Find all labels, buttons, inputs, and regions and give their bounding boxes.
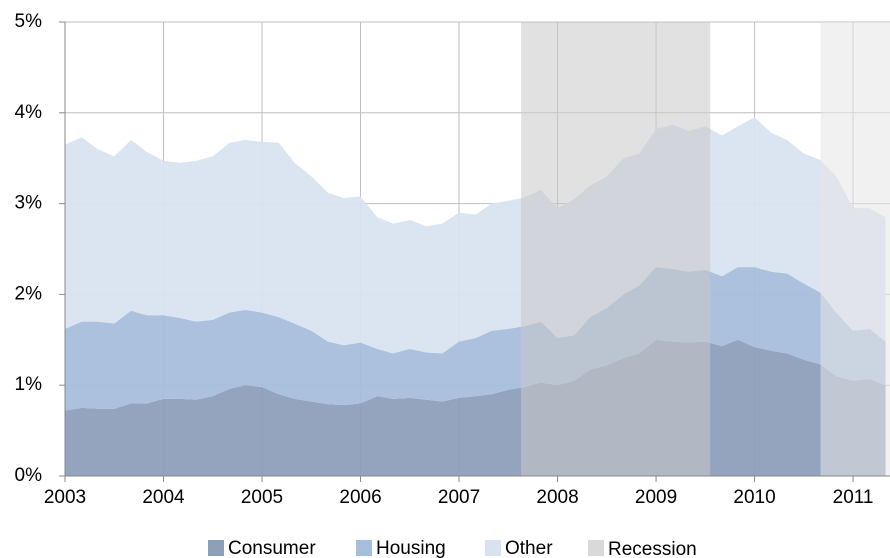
legend-label: Recession [608,539,697,558]
x-tick-label: 2006 [339,487,381,508]
legend-label: Consumer [228,538,316,558]
y-tick-label: 4% [15,102,43,123]
legend-swatch [356,540,372,556]
x-tick-label: 2011 [833,487,874,508]
y-tick-label: 0% [15,465,43,486]
legend-label: Housing [376,538,446,558]
recession-band [521,22,711,476]
x-tick-label: 2004 [142,487,185,508]
legend-label: Other [505,538,553,558]
x-tick-label: 2005 [241,487,283,508]
recession-band [820,22,890,476]
y-tick-label: 1% [15,374,43,395]
legend-swatch [588,540,604,556]
x-tick-label: 2007 [438,487,480,508]
y-tick-label: 2% [15,283,43,304]
x-tick-label: 2008 [536,487,578,508]
legend-swatch [208,540,224,556]
y-tick-label: 5% [15,11,43,32]
legend-swatch [485,540,501,556]
x-tick-label: 2003 [44,487,86,508]
x-tick-label: 2010 [733,487,775,508]
x-tick-label: 2009 [635,487,677,508]
y-tick-label: 3% [15,193,43,214]
